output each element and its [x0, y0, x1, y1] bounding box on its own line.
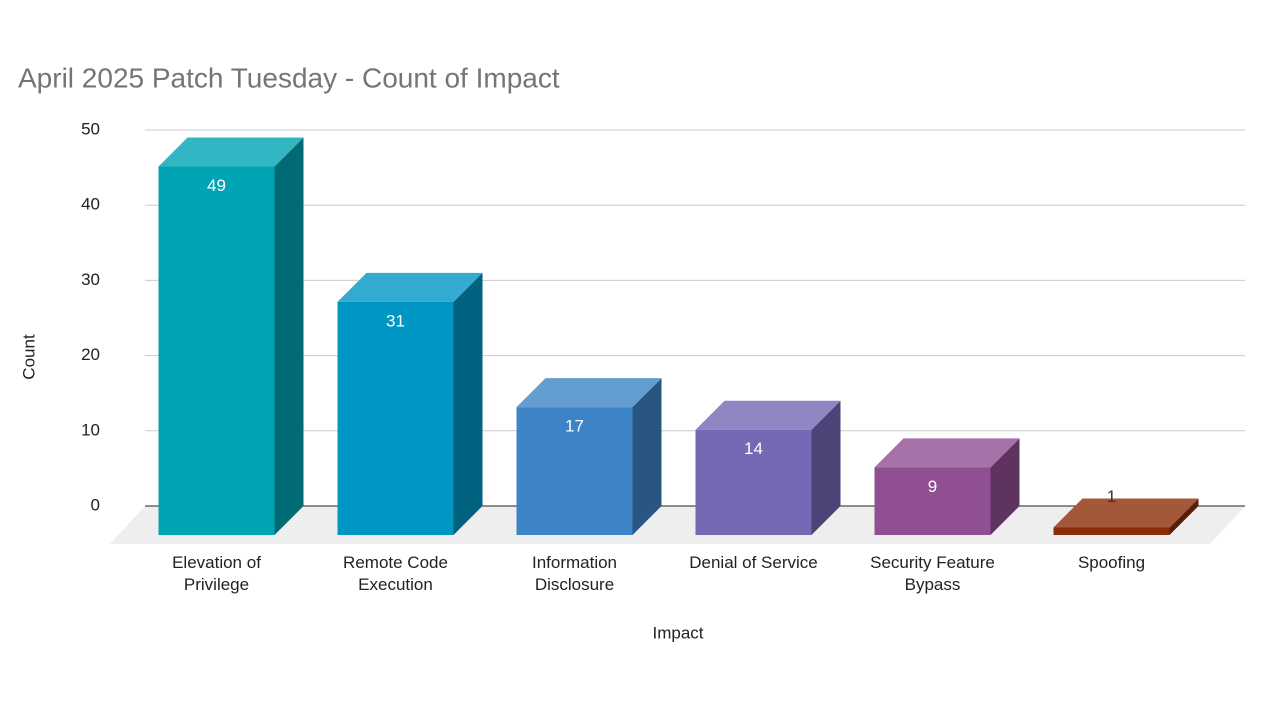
bar-top	[516, 378, 662, 408]
y-tick-label: 0	[91, 495, 100, 514]
y-tick-label: 10	[81, 420, 100, 439]
bar-top	[1053, 498, 1199, 528]
bar	[1053, 527, 1170, 535]
x-axis-label: Impact	[652, 623, 703, 642]
x-tick-label: Elevation of Privilege	[172, 553, 261, 594]
chart-title: April 2025 Patch Tuesday - Count of Impa…	[18, 62, 560, 93]
bar	[337, 301, 454, 535]
bar	[874, 467, 991, 535]
bar-side	[990, 438, 1020, 535]
bar-top	[695, 400, 841, 430]
bar-top	[158, 137, 304, 167]
x-tick-label: Remote Code Execution	[343, 553, 448, 594]
y-tick-label: 20	[81, 345, 100, 364]
bar-side	[632, 378, 662, 535]
y-tick-label: 30	[81, 270, 100, 289]
x-tick-label: Information Disclosure	[531, 553, 618, 594]
y-tick-label: 40	[81, 195, 100, 214]
data-label: 49	[207, 176, 226, 195]
x-tick-label: Denial of Service	[689, 553, 818, 572]
bar-top	[874, 438, 1020, 468]
bar	[516, 407, 633, 535]
bar-side	[1169, 498, 1199, 535]
bar-side	[274, 137, 304, 535]
y-axis-label: Count	[19, 334, 38, 380]
data-label: 9	[928, 477, 937, 496]
bar-side	[453, 272, 483, 535]
data-label: 17	[565, 417, 584, 436]
x-tick-label: Security Feature Bypass	[870, 553, 995, 594]
bar-top	[337, 272, 483, 302]
data-label: 14	[744, 439, 763, 458]
data-label: 1	[1107, 487, 1116, 506]
data-label: 31	[386, 311, 405, 330]
bar	[158, 166, 275, 535]
bar-side	[811, 400, 841, 535]
y-tick-label: 50	[81, 119, 100, 138]
bar	[695, 429, 812, 535]
x-tick-label: Spoofing	[1077, 553, 1146, 572]
